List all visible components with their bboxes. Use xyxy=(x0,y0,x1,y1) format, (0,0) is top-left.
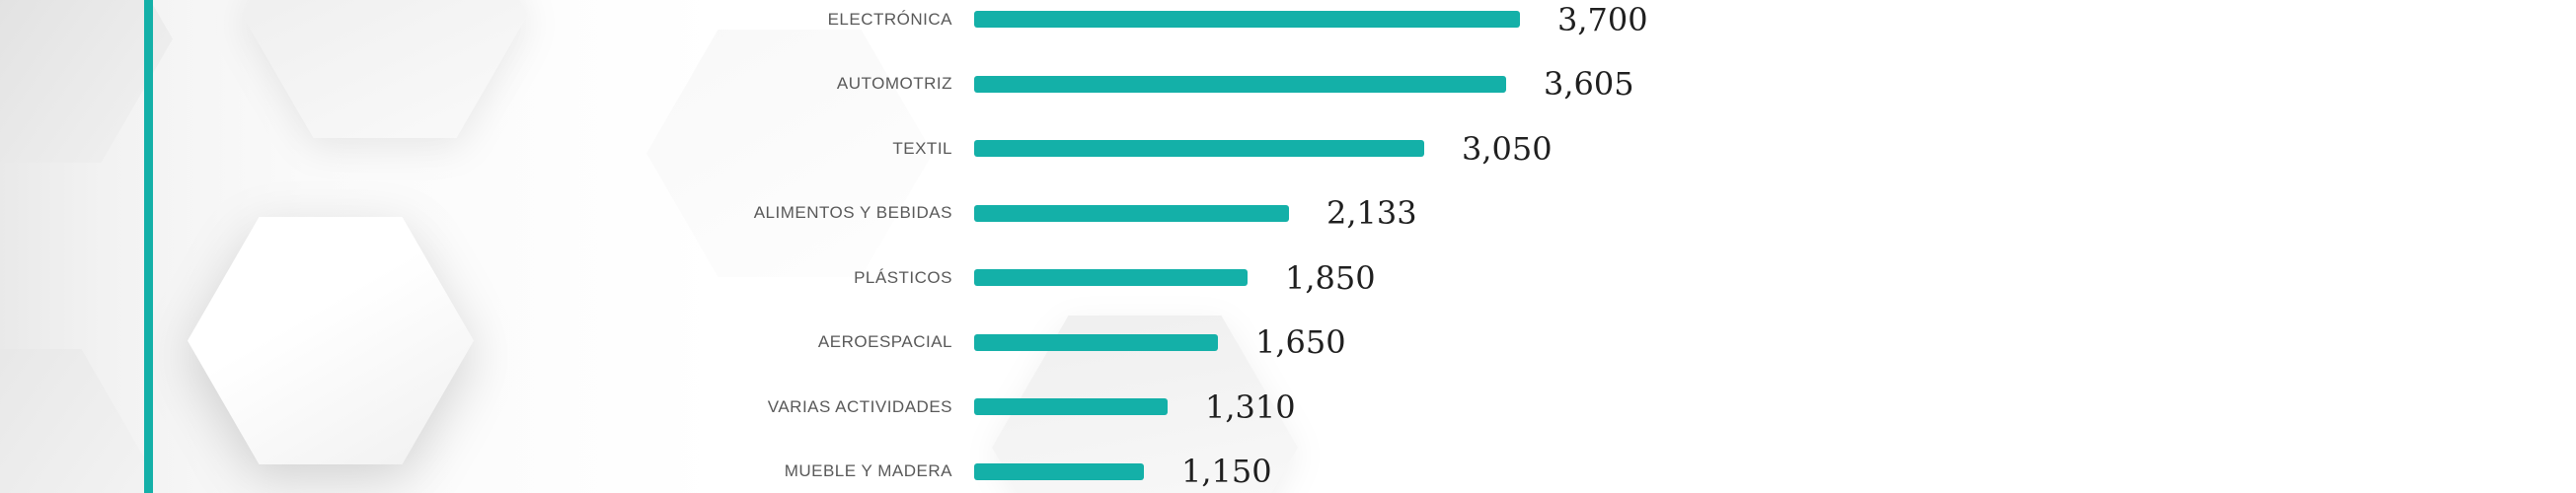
category-label: TEXTIL xyxy=(892,138,952,158)
chart-row: AUTOMOTRIZ 3,605 xyxy=(0,52,2576,117)
chart-row: TEXTIL 3,050 xyxy=(0,116,2576,181)
value-label: 1,150 xyxy=(1181,453,1272,491)
bar xyxy=(974,398,1168,416)
value-label: 3,700 xyxy=(1557,0,1648,38)
value-label: 1,650 xyxy=(1255,323,1346,362)
bar xyxy=(974,333,1218,351)
hexagon-decor xyxy=(242,0,528,138)
category-label: ALIMENTOS Y BEBIDAS xyxy=(753,203,952,223)
bar-track: 1,310 xyxy=(974,388,1296,426)
hexagon-decor xyxy=(646,30,933,277)
value-label: 2,133 xyxy=(1326,194,1417,233)
hexagon-decor xyxy=(0,349,153,493)
category-label: MUEBLE Y MADERA xyxy=(784,461,952,481)
category-label: PLÁSTICOS xyxy=(854,267,952,287)
bar xyxy=(974,11,1520,29)
bar xyxy=(974,269,1248,287)
hexagon-shape xyxy=(188,217,474,464)
chart-row: ELECTRÓNICA 3,700 xyxy=(0,0,2576,52)
value-label: 3,605 xyxy=(1544,65,1634,104)
hexagon-decor xyxy=(188,217,474,464)
bar-track: 1,850 xyxy=(974,259,1376,297)
value-label: 1,310 xyxy=(1205,387,1296,426)
bar-track: 3,605 xyxy=(974,65,1634,103)
bar xyxy=(974,462,1144,480)
bar-track: 1,650 xyxy=(974,323,1346,361)
chart-row: ALIMENTOS Y BEBIDAS 2,133 xyxy=(0,181,2576,246)
bar-track: 3,700 xyxy=(974,1,1648,38)
bar-track: 1,150 xyxy=(974,453,1272,490)
category-label: ELECTRÓNICA xyxy=(827,9,952,29)
bar xyxy=(974,140,1424,158)
category-label: AUTOMOTRIZ xyxy=(836,74,952,94)
bar xyxy=(974,204,1289,222)
bar-track: 3,050 xyxy=(974,130,1553,168)
chart-row: MUEBLE Y MADERA 1,150 xyxy=(0,440,2576,493)
vertical-accent-line xyxy=(144,0,153,493)
bar-track: 2,133 xyxy=(974,194,1417,232)
chart-row: PLÁSTICOS 1,850 xyxy=(0,246,2576,311)
hexagon-decor xyxy=(0,0,173,163)
value-label: 1,850 xyxy=(1285,258,1376,297)
chart-row: VARIAS ACTIVIDADES 1,310 xyxy=(0,375,2576,440)
chart-row: AEROESPACIAL 1,650 xyxy=(0,311,2576,376)
category-label: AEROESPACIAL xyxy=(817,332,952,352)
category-label: VARIAS ACTIVIDADES xyxy=(767,396,952,416)
value-label: 3,050 xyxy=(1462,129,1553,168)
bar xyxy=(974,75,1506,93)
